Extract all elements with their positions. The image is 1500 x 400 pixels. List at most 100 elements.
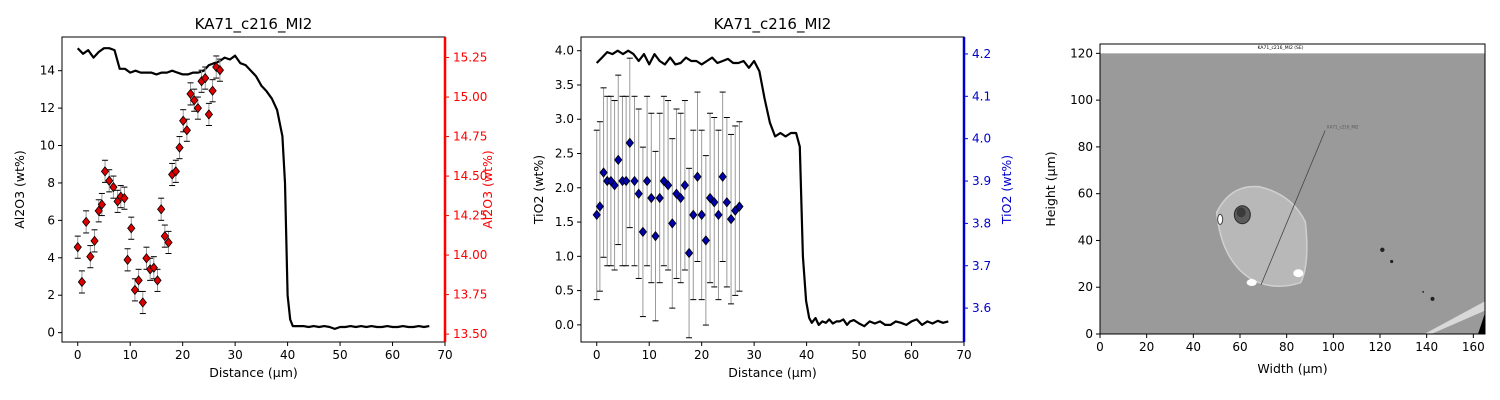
data-point (595, 201, 605, 212)
x-tick-label: 80 (1279, 340, 1294, 354)
x-tick-label: 20 (175, 348, 190, 362)
right-y-tick-label: 14.50 (453, 169, 487, 183)
right-y-axis-label: TiO2 (wt%) (999, 155, 1014, 225)
data-point (693, 171, 702, 182)
data-point (149, 262, 158, 273)
y-tick-label: 8 (47, 176, 55, 190)
right-y-tick-label: 3.8 (972, 216, 991, 230)
x-axis-label: Width (µm) (1257, 361, 1327, 376)
right-y-tick-label: 15.00 (453, 90, 487, 104)
x-tick-label: 140 (1415, 340, 1438, 354)
data-point (697, 209, 706, 221)
y-axis-label: Al2O3 (wt%) (12, 150, 27, 229)
data-point (651, 230, 660, 242)
y-tick-label: 1.5 (555, 215, 574, 229)
right-y-tick-label: 4.1 (972, 89, 991, 103)
data-point (638, 226, 648, 238)
y-tick-label: 12 (40, 101, 55, 115)
data-point (680, 180, 689, 191)
x-tick-label: 0 (74, 348, 82, 362)
y-tick-label: 10 (40, 139, 55, 153)
x-tick-label: 20 (694, 348, 709, 362)
right-y-tick-label: 13.75 (453, 288, 487, 302)
data-point (179, 115, 188, 126)
data-point (722, 197, 731, 208)
y-tick-label: 0 (47, 326, 55, 340)
plot-frame (580, 36, 965, 343)
data-point (642, 175, 652, 187)
x-tick-label: 70 (437, 348, 452, 362)
x-tick-label: 60 (1232, 340, 1247, 354)
data-point (193, 102, 202, 114)
data-point (153, 275, 162, 286)
data-point (171, 166, 180, 177)
y-axis-label: Height (µm) (1043, 151, 1058, 226)
y-tick-label: 3.0 (555, 112, 574, 126)
x-tick-label: 60 (385, 348, 400, 362)
y-tick-label: 120 (1070, 46, 1093, 60)
chart-title: KA71_c216_MI2 (195, 15, 313, 34)
data-point (182, 125, 191, 136)
data-point (90, 235, 99, 247)
x-axis-label: Distance (µm) (209, 365, 298, 380)
y-tick-label: 60 (1078, 187, 1093, 201)
y-tick-label: 1.0 (555, 249, 574, 263)
y-tick-label: 14 (40, 64, 55, 78)
data-point (127, 223, 136, 234)
right-y-tick-label: 13.50 (453, 327, 487, 341)
data-point (610, 180, 619, 191)
data-point (676, 192, 685, 204)
bright-phase (1293, 269, 1304, 278)
y-tick-label: 2.0 (555, 181, 574, 195)
data-point (634, 188, 643, 199)
y-tick-label: 6 (47, 213, 55, 227)
data-point (655, 192, 664, 204)
data-point (201, 72, 210, 84)
data-point (190, 95, 199, 106)
data-point (701, 235, 710, 246)
vapor-bubble-core (1236, 207, 1246, 218)
data-point (684, 247, 694, 259)
data-point (647, 192, 656, 204)
data-point (86, 251, 95, 262)
right-y-tick-label: 14.00 (453, 248, 487, 262)
y-tick-label: 100 (1070, 93, 1093, 107)
data-point (109, 181, 118, 193)
plot-frame (1099, 43, 1486, 335)
data-point (659, 175, 669, 187)
panel-tio2: 0 10 20 30 40 50 60 70 0.0 0.5 1.0 1.5 2.0 2.5 3.0 3.5 4… (531, 15, 1014, 380)
sem-caption-band (1100, 44, 1485, 54)
x-tick-label: 50 (851, 348, 866, 362)
data-point (622, 175, 631, 187)
data-point (718, 171, 727, 182)
x-tick-label: 0 (1096, 340, 1104, 354)
data-point (97, 199, 106, 210)
data-point (77, 276, 87, 288)
x-tick-label: 50 (332, 348, 347, 362)
data-point (130, 284, 140, 295)
grain-edge (1424, 301, 1485, 334)
data-point (186, 88, 195, 100)
data-point (123, 254, 132, 265)
dark-spot (1430, 296, 1435, 301)
y-tick-label: 2.5 (555, 147, 574, 161)
dark-spot (1390, 259, 1394, 264)
y-axis-label: TiO2 (wt%) (531, 155, 546, 225)
data-point (94, 205, 103, 216)
chart-title: KA71_c216_MI2 (714, 15, 832, 34)
data-point (735, 201, 744, 212)
x-tick-label: 0 (593, 348, 601, 362)
right-y-tick-label: 15.25 (453, 51, 487, 65)
data-point (625, 137, 634, 149)
data-point (142, 253, 151, 264)
data-point (100, 166, 110, 177)
panel-al2o3: 0 10 20 30 40 50 60 70 0 2 4 6 8 10 12 14 13.50 13.75 14.0… (12, 15, 495, 380)
data-point (134, 275, 143, 286)
data-point (599, 167, 608, 178)
data-point (138, 297, 147, 308)
data-point (630, 175, 639, 187)
profile-line (76, 47, 430, 330)
data-point (208, 85, 217, 96)
data-point (689, 209, 698, 221)
